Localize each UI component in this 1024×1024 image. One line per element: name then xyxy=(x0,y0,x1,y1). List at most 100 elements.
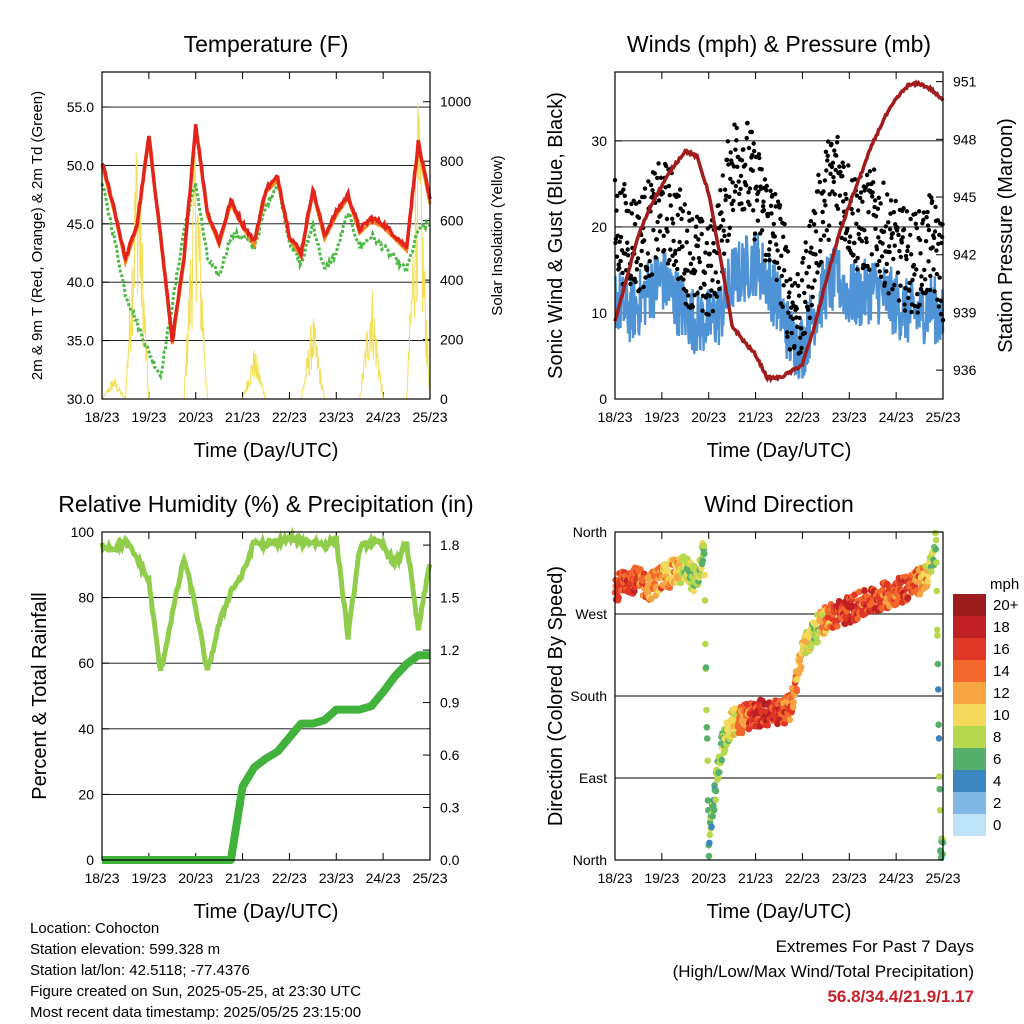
elevation-text: Station elevation: 599.328 m xyxy=(30,941,221,958)
gust-point xyxy=(871,167,877,172)
direction-point xyxy=(894,599,901,606)
gust-point xyxy=(856,208,861,213)
gust-point xyxy=(810,294,815,300)
gust-point xyxy=(807,315,813,320)
gust-point xyxy=(853,259,858,264)
gust-point xyxy=(834,140,840,145)
x-tick-label: 23/23 xyxy=(319,409,354,425)
x-tick-label: 24/23 xyxy=(879,870,914,886)
direction-point xyxy=(933,587,941,595)
gust-point xyxy=(888,198,894,203)
gust-point xyxy=(773,192,778,197)
gust-point xyxy=(891,256,896,262)
gust-point xyxy=(625,247,630,252)
gust-point xyxy=(779,253,784,258)
x-tick-label: 21/23 xyxy=(738,409,773,425)
gust-point xyxy=(752,148,757,154)
gust-point xyxy=(794,315,799,320)
y-tick-label-right: 945 xyxy=(953,189,977,205)
x-tick-label: 25/23 xyxy=(925,409,960,425)
gust-point xyxy=(685,268,690,273)
gust-point xyxy=(691,256,696,261)
gust-point xyxy=(722,233,727,239)
gust-point xyxy=(878,201,883,206)
x-tick-label: 22/23 xyxy=(272,870,307,886)
gust-point xyxy=(702,282,707,287)
gust-point xyxy=(666,183,672,189)
gust-point xyxy=(806,264,812,270)
gust-point xyxy=(874,247,880,252)
y-tick-label: 0 xyxy=(599,391,607,407)
gust-point xyxy=(698,285,703,291)
gust-point xyxy=(826,237,831,242)
gust-point xyxy=(807,223,812,229)
gust-point xyxy=(914,226,919,231)
gust-point xyxy=(930,245,935,250)
legend-label: 4 xyxy=(993,773,1001,790)
gust-point xyxy=(620,270,625,276)
gust-point xyxy=(719,210,724,215)
gust-point xyxy=(816,172,821,178)
gust-point xyxy=(766,252,771,258)
gust-point xyxy=(728,150,733,155)
gust-point xyxy=(907,288,912,293)
gust-point xyxy=(778,216,783,222)
gust-point xyxy=(933,204,938,210)
direction-point xyxy=(936,807,944,814)
gust-point xyxy=(616,262,621,267)
direction-point xyxy=(814,638,821,645)
gust-point xyxy=(651,228,656,233)
direction-point xyxy=(904,594,912,601)
gust-point xyxy=(870,190,875,195)
gust-point xyxy=(788,277,793,282)
gust-point xyxy=(912,272,917,277)
gust-point xyxy=(832,148,837,153)
y-tick-label: 50.0 xyxy=(67,157,94,173)
gust-point xyxy=(752,237,757,242)
gust-point xyxy=(670,216,675,221)
gust-point xyxy=(696,256,702,261)
gust-point xyxy=(661,233,666,238)
direction-point xyxy=(704,797,712,804)
gust-point xyxy=(873,214,879,219)
gust-point xyxy=(680,244,685,249)
gust-point xyxy=(784,279,789,284)
gust-point xyxy=(797,335,803,340)
gust-point xyxy=(798,326,804,331)
gust-point xyxy=(733,147,738,152)
y-axis-label-right: Station Pressure (Maroon) xyxy=(995,118,1017,353)
direction-point xyxy=(793,687,801,695)
panel-title: Winds (mph) & Pressure (mb) xyxy=(627,31,931,57)
gust-point xyxy=(882,280,888,286)
gust-point xyxy=(754,184,759,189)
gust-point xyxy=(747,186,753,191)
gust-point xyxy=(734,125,739,131)
direction-point xyxy=(703,735,711,742)
gust-point xyxy=(937,275,942,280)
gust-point xyxy=(715,279,721,285)
x-tick-label: 22/23 xyxy=(272,409,307,425)
direction-point xyxy=(705,852,713,860)
gust-point xyxy=(615,193,620,198)
gust-point xyxy=(823,203,828,208)
gust-point xyxy=(826,223,832,228)
gust-point xyxy=(751,141,756,146)
gust-point xyxy=(625,253,631,258)
gust-point xyxy=(837,164,842,169)
gust-point xyxy=(746,145,752,151)
gust-point xyxy=(679,216,684,222)
gust-point xyxy=(908,252,914,257)
direction-point xyxy=(793,675,801,683)
gust-point xyxy=(858,190,864,195)
gust-point xyxy=(736,179,741,184)
gust-point xyxy=(641,284,646,290)
gust-point xyxy=(777,203,783,208)
gust-point xyxy=(655,219,660,225)
panel-title: Wind Direction xyxy=(704,491,854,517)
gust-point xyxy=(870,194,875,199)
gust-point xyxy=(761,208,767,213)
gust-point xyxy=(645,265,650,271)
gust-point xyxy=(915,291,920,297)
x-tick-label: 18/23 xyxy=(597,870,632,886)
gust-point xyxy=(737,191,742,196)
